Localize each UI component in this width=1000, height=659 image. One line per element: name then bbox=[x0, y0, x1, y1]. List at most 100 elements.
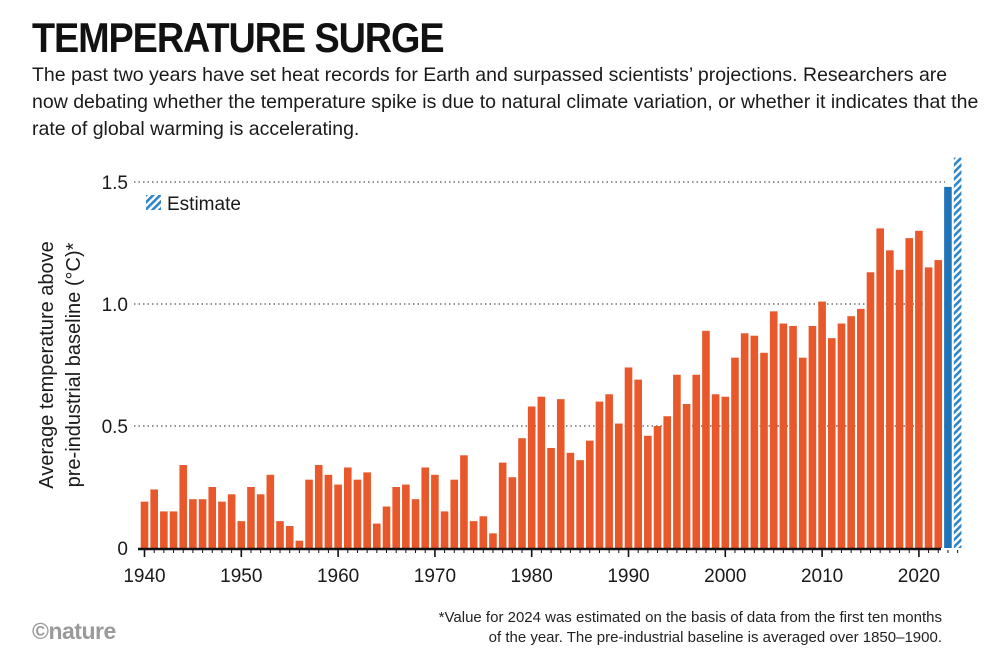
bar-1988 bbox=[605, 394, 613, 548]
bar-2007 bbox=[789, 325, 797, 548]
x-tick-label-1950: 1950 bbox=[220, 566, 262, 587]
legend-swatch-estimate bbox=[146, 195, 161, 210]
bar-chart: 0 0.5 1.0 1.5 1940 1950 1960 1970 1980 1990 2000 2… bbox=[36, 157, 962, 587]
bar-1963 bbox=[363, 472, 371, 548]
bar-1961 bbox=[343, 467, 352, 548]
bar-1958 bbox=[314, 465, 323, 548]
bar-1972 bbox=[450, 479, 459, 548]
bar-2010 bbox=[818, 301, 826, 548]
bar-1976 bbox=[489, 533, 497, 548]
bar-2020 bbox=[915, 230, 923, 549]
bar-1970 bbox=[431, 474, 439, 548]
bar-1979 bbox=[518, 438, 526, 548]
bar-1965 bbox=[382, 506, 391, 548]
x-tick-label-2020: 2020 bbox=[898, 566, 940, 587]
bar-1960 bbox=[334, 484, 342, 548]
y-tick-label-0: 0 bbox=[117, 539, 128, 560]
bar-1981 bbox=[537, 396, 546, 548]
x-tick-label-2010: 2010 bbox=[801, 566, 843, 587]
footnote: *Value for 2024 was estimated on the bas… bbox=[282, 608, 942, 648]
bar-1945 bbox=[189, 499, 197, 548]
bar-1999 bbox=[711, 394, 720, 548]
bar-series bbox=[140, 157, 962, 549]
bar-1944 bbox=[179, 465, 188, 548]
bar-1993 bbox=[653, 426, 662, 548]
bar-1982 bbox=[547, 447, 555, 548]
bar-1990 bbox=[624, 367, 633, 548]
bar-2017 bbox=[886, 250, 894, 548]
bar-1995 bbox=[673, 374, 681, 548]
footnote-line-1: *Value for 2024 was estimated on the bas… bbox=[438, 609, 942, 626]
bar-2018 bbox=[895, 269, 904, 548]
bar-1998 bbox=[702, 330, 710, 548]
bar-1943 bbox=[169, 511, 178, 548]
bar-1952 bbox=[256, 494, 265, 548]
x-tick-label-1970: 1970 bbox=[414, 566, 456, 587]
y-tick-label-0.5: 0.5 bbox=[102, 417, 128, 438]
y-tick-label-1.0: 1.0 bbox=[102, 295, 128, 316]
bar-1992 bbox=[644, 435, 652, 548]
legend-label-estimate: Estimate bbox=[167, 194, 241, 215]
bar-2008 bbox=[798, 357, 807, 548]
bar-1987 bbox=[595, 401, 604, 548]
bar-1973 bbox=[460, 455, 468, 548]
bar-2006 bbox=[779, 323, 788, 548]
bar-2005 bbox=[769, 311, 778, 548]
bar-2003 bbox=[750, 335, 759, 548]
bar-2001 bbox=[731, 357, 739, 548]
x-tick-label-1980: 1980 bbox=[511, 566, 553, 587]
footnote-line-2: of the year. The pre-industrial baseline… bbox=[488, 629, 942, 646]
x-tick-label-1990: 1990 bbox=[607, 566, 649, 587]
bar-1978 bbox=[508, 477, 517, 548]
bar-1950 bbox=[237, 521, 246, 548]
bar-2019 bbox=[905, 238, 914, 548]
bar-1980 bbox=[527, 406, 536, 548]
bar-2024 bbox=[953, 157, 962, 548]
bar-1975 bbox=[479, 516, 488, 548]
bar-1957 bbox=[305, 479, 313, 548]
bar-2014 bbox=[857, 308, 865, 548]
bar-1997 bbox=[692, 374, 701, 548]
y-axis-ticks: 0 0.5 1.0 1.5 bbox=[102, 173, 128, 560]
nature-logo: ©nature bbox=[32, 618, 116, 644]
bar-1951 bbox=[247, 487, 255, 548]
bar-1983 bbox=[556, 399, 565, 548]
bar-1969 bbox=[421, 467, 430, 548]
bar-2011 bbox=[827, 338, 836, 548]
bar-2015 bbox=[866, 272, 875, 548]
bar-2009 bbox=[808, 325, 817, 548]
bar-1964 bbox=[373, 523, 381, 548]
bar-1974 bbox=[469, 521, 478, 548]
bar-1986 bbox=[585, 440, 594, 548]
bar-1955 bbox=[285, 526, 294, 548]
bar-2016 bbox=[876, 228, 884, 549]
bar-1941 bbox=[150, 489, 158, 548]
bar-1942 bbox=[160, 511, 168, 548]
bar-2013 bbox=[847, 316, 855, 548]
bar-1953 bbox=[266, 474, 275, 548]
bar-1996 bbox=[682, 404, 691, 548]
bar-1948 bbox=[218, 501, 226, 548]
bar-1947 bbox=[208, 487, 217, 548]
bar-1968 bbox=[411, 499, 420, 548]
bar-2022 bbox=[934, 260, 943, 548]
bar-1985 bbox=[576, 460, 584, 548]
x-tick-label-2000: 2000 bbox=[704, 566, 746, 587]
legend: Estimate bbox=[146, 194, 241, 215]
bar-1977 bbox=[498, 462, 507, 548]
chart-subtitle: The past two years have set heat records… bbox=[32, 64, 979, 140]
bar-2000 bbox=[721, 396, 730, 548]
bar-1949 bbox=[227, 494, 236, 548]
y-axis-label-line1: Average temperature above bbox=[36, 241, 58, 489]
bar-2004 bbox=[760, 352, 768, 548]
y-tick-label-1.5: 1.5 bbox=[102, 173, 128, 194]
bar-2021 bbox=[924, 267, 933, 548]
bar-2023 bbox=[944, 186, 952, 548]
y-axis-label-line2: pre-industrial baseline (°C)* bbox=[63, 242, 85, 487]
bar-1940 bbox=[140, 501, 149, 548]
bar-2012 bbox=[837, 323, 846, 548]
bar-1989 bbox=[615, 423, 623, 548]
bar-2002 bbox=[740, 333, 749, 548]
bar-1967 bbox=[402, 484, 410, 548]
x-tick-label-1960: 1960 bbox=[317, 566, 359, 587]
